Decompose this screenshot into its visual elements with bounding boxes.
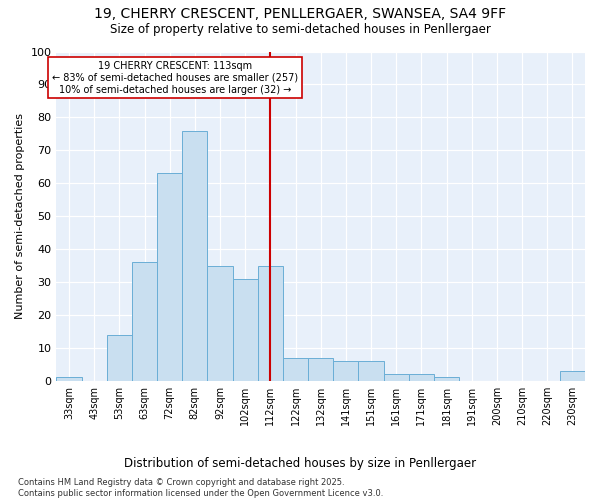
Bar <box>258 266 283 381</box>
Bar <box>233 278 258 381</box>
Bar <box>560 371 585 381</box>
Text: 19 CHERRY CRESCENT: 113sqm
← 83% of semi-detached houses are smaller (257)
10% o: 19 CHERRY CRESCENT: 113sqm ← 83% of semi… <box>52 62 298 94</box>
Bar <box>56 378 82 381</box>
Bar <box>333 361 358 381</box>
Bar <box>308 358 333 381</box>
Text: Contains HM Land Registry data © Crown copyright and database right 2025.
Contai: Contains HM Land Registry data © Crown c… <box>18 478 383 498</box>
Text: 19, CHERRY CRESCENT, PENLLERGAER, SWANSEA, SA4 9FF: 19, CHERRY CRESCENT, PENLLERGAER, SWANSE… <box>94 8 506 22</box>
Bar <box>409 374 434 381</box>
Bar <box>157 174 182 381</box>
Text: Distribution of semi-detached houses by size in Penllergaer: Distribution of semi-detached houses by … <box>124 458 476 470</box>
Y-axis label: Number of semi-detached properties: Number of semi-detached properties <box>15 113 25 319</box>
Bar <box>358 361 383 381</box>
Bar <box>383 374 409 381</box>
Bar <box>182 130 208 381</box>
Bar <box>208 266 233 381</box>
Bar <box>434 378 459 381</box>
Bar <box>132 262 157 381</box>
Text: Size of property relative to semi-detached houses in Penllergaer: Size of property relative to semi-detach… <box>110 22 490 36</box>
Bar <box>283 358 308 381</box>
Bar <box>107 334 132 381</box>
